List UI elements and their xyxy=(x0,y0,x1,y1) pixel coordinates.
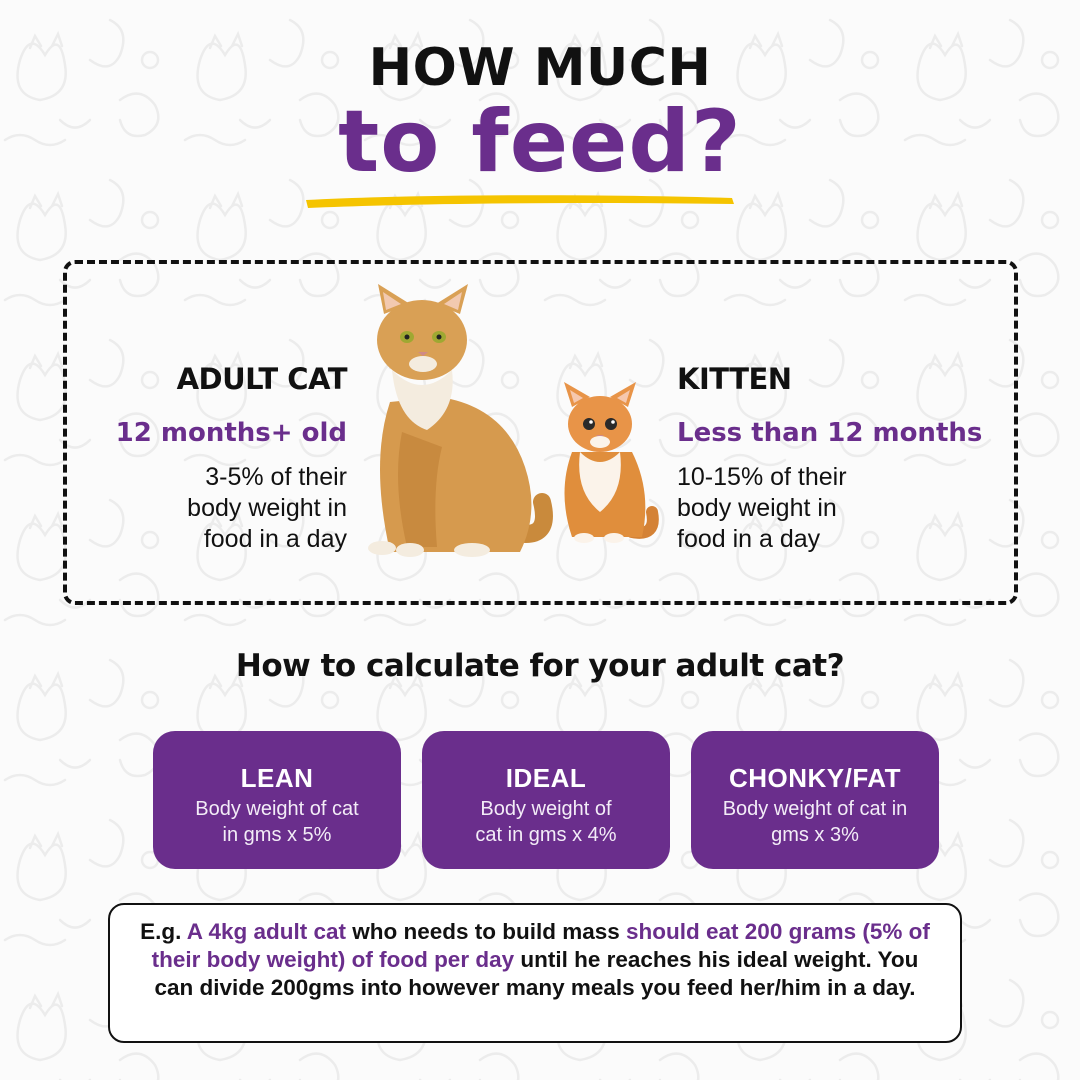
example-box: E.g. A 4kg adult cat who needs to build … xyxy=(108,903,962,1043)
kitten-desc-line: food in a day xyxy=(677,525,821,553)
adult-cat-illustration-icon xyxy=(368,284,553,557)
kitten-heading: KITTEN xyxy=(677,362,792,396)
adult-desc-line: 3-5% of their xyxy=(205,463,347,491)
card-line: gms x 3% xyxy=(771,824,859,846)
age-comparison-box xyxy=(63,260,1018,605)
kitten-column: KITTEN Less than 12 months 10-15% of the… xyxy=(677,362,982,555)
example-highlight: should eat 200 grams (5% of their body w… xyxy=(151,919,930,972)
adult-cat-age: 12 months+ old xyxy=(115,418,347,448)
example-text: E.g. xyxy=(140,919,187,944)
ideal-card: IDEAL Body weight of cat in gms x 4% xyxy=(422,731,670,869)
chonky-fat-card: CHONKY/FAT Body weight of cat in gms x 3… xyxy=(691,731,939,869)
cats-illustration xyxy=(368,284,659,557)
title-how-much: HOW MUCH xyxy=(368,38,712,98)
yellow-brush-underline-icon xyxy=(306,195,734,208)
adult-cat-description: 3-5% of their body weight in food in a d… xyxy=(117,462,347,555)
card-text: Body weight of cat in gms x 5% xyxy=(153,796,401,848)
title-to-feed: to feed? xyxy=(338,92,742,192)
card-line: Body weight of xyxy=(480,798,612,820)
card-line: in gms x 5% xyxy=(222,824,332,846)
card-text: Body weight of cat in gms x 3% xyxy=(691,796,939,848)
calculate-heading: How to calculate for your adult cat? xyxy=(235,648,845,684)
example-text: who needs to build mass xyxy=(345,919,627,944)
adult-desc-line: body weight in xyxy=(187,494,347,522)
lean-card: LEAN Body weight of cat in gms x 5% xyxy=(153,731,401,869)
card-title: CHONKY/FAT xyxy=(728,763,902,793)
adult-cat-heading: ADULT CAT xyxy=(176,362,348,396)
kitten-desc-line: body weight in xyxy=(677,494,837,522)
adult-desc-line: food in a day xyxy=(203,525,347,553)
kitten-desc-line: 10-15% of their xyxy=(677,463,847,491)
card-line: Body weight of cat in xyxy=(722,798,908,820)
adult-cat-column: ADULT CAT 12 months+ old 3-5% of their b… xyxy=(115,362,348,555)
card-line: Body weight of cat xyxy=(195,798,359,820)
kitten-illustration-icon xyxy=(564,382,659,543)
example-highlight: A 4kg adult cat xyxy=(186,919,346,944)
kitten-description: 10-15% of their body weight in food in a… xyxy=(677,462,907,555)
card-title: IDEAL xyxy=(505,763,587,793)
card-title: LEAN xyxy=(240,763,314,793)
kitten-age: Less than 12 months xyxy=(677,418,983,448)
card-line: cat in gms x 4% xyxy=(475,824,617,846)
example-text: until he reaches his ideal weight. You c… xyxy=(154,947,919,1000)
card-text: Body weight of cat in gms x 4% xyxy=(422,796,670,848)
